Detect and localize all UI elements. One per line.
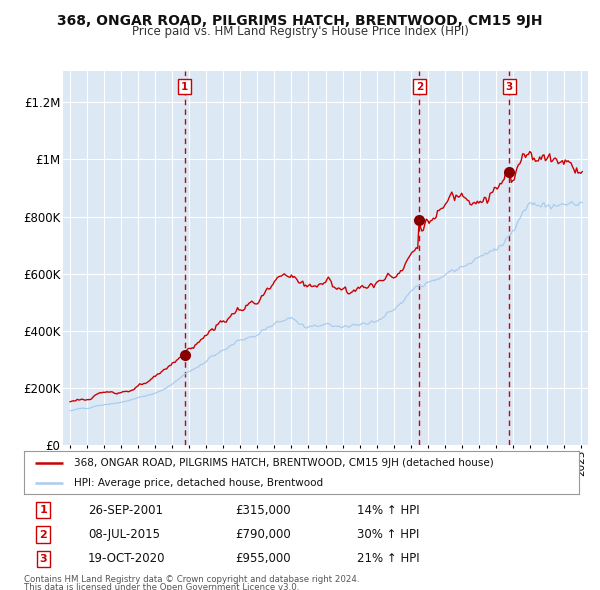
Text: 19-OCT-2020: 19-OCT-2020 — [88, 552, 166, 565]
Text: 1: 1 — [40, 506, 47, 516]
Text: 1: 1 — [181, 81, 188, 91]
Text: £955,000: £955,000 — [235, 552, 290, 565]
Text: £315,000: £315,000 — [235, 504, 290, 517]
Text: 21% ↑ HPI: 21% ↑ HPI — [357, 552, 419, 565]
Text: Contains HM Land Registry data © Crown copyright and database right 2024.: Contains HM Land Registry data © Crown c… — [24, 575, 359, 584]
Text: 14% ↑ HPI: 14% ↑ HPI — [357, 504, 419, 517]
Text: 3: 3 — [506, 81, 513, 91]
Text: HPI: Average price, detached house, Brentwood: HPI: Average price, detached house, Bren… — [74, 478, 323, 488]
Text: £790,000: £790,000 — [235, 528, 290, 541]
Text: 2: 2 — [416, 81, 423, 91]
Text: 368, ONGAR ROAD, PILGRIMS HATCH, BRENTWOOD, CM15 9JH (detached house): 368, ONGAR ROAD, PILGRIMS HATCH, BRENTWO… — [74, 458, 494, 468]
Text: 30% ↑ HPI: 30% ↑ HPI — [357, 528, 419, 541]
Text: 08-JUL-2015: 08-JUL-2015 — [88, 528, 160, 541]
Text: 368, ONGAR ROAD, PILGRIMS HATCH, BRENTWOOD, CM15 9JH: 368, ONGAR ROAD, PILGRIMS HATCH, BRENTWO… — [57, 14, 543, 28]
Text: 2: 2 — [40, 530, 47, 539]
Text: 26-SEP-2001: 26-SEP-2001 — [88, 504, 163, 517]
Text: Price paid vs. HM Land Registry's House Price Index (HPI): Price paid vs. HM Land Registry's House … — [131, 25, 469, 38]
Text: This data is licensed under the Open Government Licence v3.0.: This data is licensed under the Open Gov… — [24, 582, 299, 590]
Text: 3: 3 — [40, 553, 47, 563]
